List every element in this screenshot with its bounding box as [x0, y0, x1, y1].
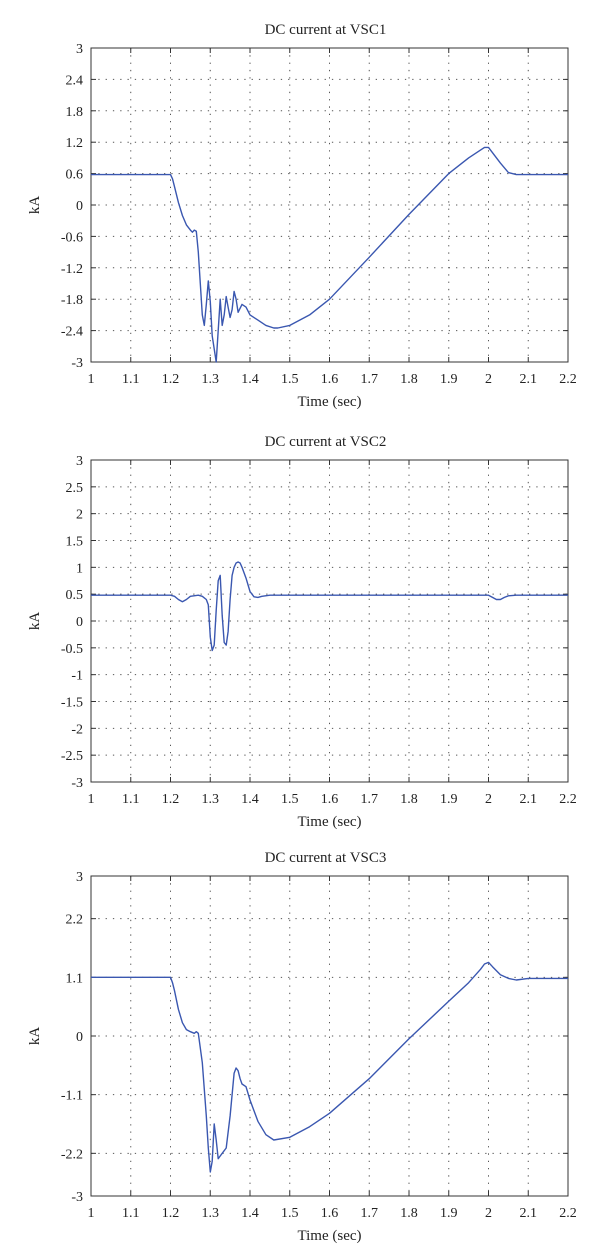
x-tick-label: 1	[88, 792, 95, 807]
chart-panel-vsc2: 1 1.1 1.2 1.3 1.4 1.5 1.6 1.7 1.8 1.9 2 2.1 2.2 3 2.5 2…	[27, 434, 577, 830]
x-tick-label: 1.8	[400, 1206, 418, 1221]
series-line	[91, 961, 568, 1173]
x-tick-label: 2	[485, 1206, 492, 1221]
y-tick-label: -2.5	[61, 749, 83, 764]
y-tick-label: 2.2	[66, 913, 84, 928]
x-tick-label: 1.3	[202, 792, 220, 807]
x-tick-label: 2.2	[559, 372, 577, 387]
x-tick-label: 1.2	[162, 792, 180, 807]
chart-panel-vsc3: 1 1.1 1.2 1.3 1.4 1.5 1.6 1.7 1.8 1.9 2 2.1 2.2 3 2.2 1…	[27, 850, 577, 1244]
y-tick-label: 0.5	[66, 588, 84, 603]
x-tick-label: 2.2	[559, 1206, 577, 1221]
y-axis-label: kA	[27, 1027, 43, 1046]
chart-title: DC current at VSC3	[265, 850, 387, 866]
x-tick-label: 1.1	[122, 792, 140, 807]
chart-title: DC current at VSC1	[265, 22, 387, 38]
x-tick-label: 1.6	[321, 372, 339, 387]
y-tick-label: -3	[71, 776, 83, 791]
y-tick-label: 1.2	[66, 136, 84, 151]
x-tick-label: 1.8	[400, 792, 418, 807]
x-axis-label: Time (sec)	[297, 394, 361, 410]
plot-area	[90, 875, 569, 1197]
y-tick-label: 3	[76, 42, 83, 57]
x-tick-label: 1.2	[162, 1206, 180, 1221]
x-tick-label: 1.4	[241, 792, 259, 807]
x-tick-label: 1.9	[440, 1206, 458, 1221]
x-tick-label: 1.3	[202, 1206, 220, 1221]
y-tick-label: 0	[76, 615, 83, 630]
y-tick-label: 1.8	[66, 105, 84, 120]
y-tick-label: -1	[71, 669, 83, 684]
y-tick-label: 0	[76, 1030, 83, 1045]
y-tick-label: 3	[76, 454, 83, 469]
y-tick-label: 2.5	[66, 481, 84, 496]
x-tick-label: 1.6	[321, 1206, 339, 1221]
x-tick-label: 1.7	[361, 792, 379, 807]
x-tick-label: 1.4	[241, 1206, 259, 1221]
plot-area	[90, 47, 569, 363]
x-tick-label: 1.4	[241, 372, 259, 387]
x-tick-label: 1.5	[281, 792, 299, 807]
y-tick-label: -2.2	[61, 1147, 83, 1162]
y-tick-label: 1.5	[66, 535, 84, 550]
y-tick-label: 0	[76, 199, 83, 214]
x-tick-label: 2.1	[520, 372, 538, 387]
x-tick-label: 1.8	[400, 372, 418, 387]
x-tick-label: 2	[485, 372, 492, 387]
x-tick-label: 1	[88, 372, 95, 387]
x-tick-label: 1.9	[440, 372, 458, 387]
x-tick-label: 2.1	[520, 1206, 538, 1221]
y-tick-label: -2.4	[61, 325, 83, 340]
y-tick-label: -1.8	[61, 293, 83, 308]
y-tick-label: -0.6	[61, 230, 83, 245]
y-tick-label: -3	[71, 1190, 83, 1205]
y-tick-label: -1.1	[61, 1089, 83, 1104]
x-tick-label: 1	[88, 1206, 95, 1221]
chart-panel-vsc1: 1 1.1 1.2 1.3 1.4 1.5 1.6 1.7 1.8 1.9 2 2.1 2.2 3 2.4 1…	[27, 22, 577, 410]
x-tick-label: 1.1	[122, 372, 140, 387]
x-tick-label: 1.7	[361, 372, 379, 387]
y-tick-label: -3	[71, 356, 83, 371]
y-axis-label: kA	[27, 612, 43, 631]
y-tick-label: -1.2	[61, 262, 83, 277]
y-tick-label: 1	[76, 561, 83, 576]
y-tick-label: 3	[76, 870, 83, 885]
x-axis-label: Time (sec)	[297, 1228, 361, 1244]
y-tick-label: 2	[76, 508, 83, 523]
x-tick-label: 1.1	[122, 1206, 140, 1221]
x-tick-label: 1.9	[440, 792, 458, 807]
x-tick-label: 1.7	[361, 1206, 379, 1221]
chart-title: DC current at VSC2	[265, 434, 387, 450]
y-tick-label: 2.4	[66, 73, 84, 88]
x-tick-label: 1.5	[281, 372, 299, 387]
series-line	[91, 561, 568, 652]
x-tick-label: 1.6	[321, 792, 339, 807]
y-tick-label: -1.5	[61, 696, 83, 711]
y-axis-label: kA	[27, 196, 43, 215]
x-axis-label: Time (sec)	[297, 814, 361, 830]
y-tick-label: 0.6	[66, 168, 84, 183]
x-tick-label: 1.3	[202, 372, 220, 387]
y-tick-label: -0.5	[61, 642, 83, 657]
x-tick-label: 2.2	[559, 792, 577, 807]
x-tick-label: 2	[485, 792, 492, 807]
y-tick-label: -2	[71, 722, 83, 737]
y-tick-label: 1.1	[66, 971, 84, 986]
x-tick-label: 1.2	[162, 372, 180, 387]
x-tick-label: 2.1	[520, 792, 538, 807]
x-tick-label: 1.5	[281, 1206, 299, 1221]
series-line	[91, 146, 568, 363]
